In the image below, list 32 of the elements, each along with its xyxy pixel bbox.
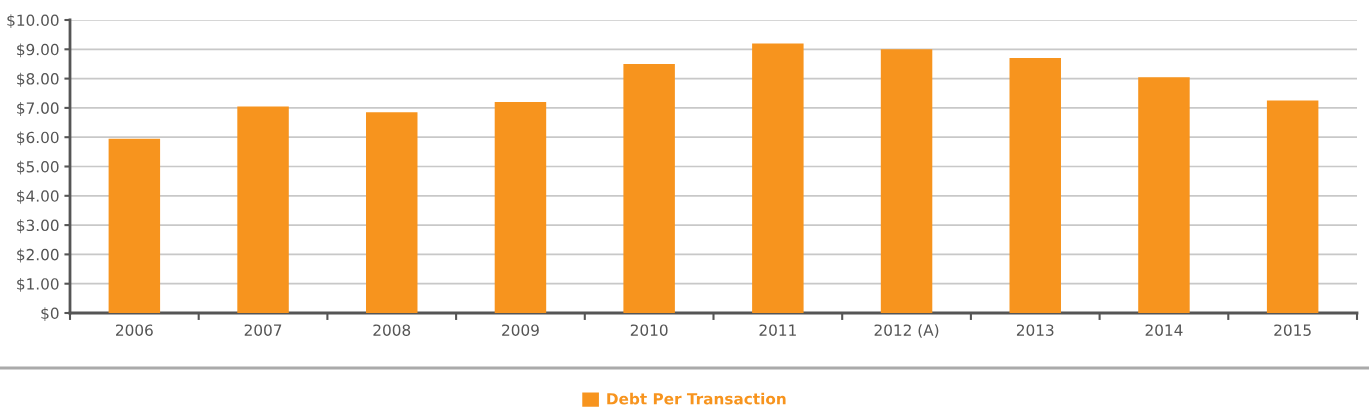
y-tick-label: $3.00 xyxy=(17,219,59,234)
y-tick-label: $4.00 xyxy=(17,190,59,204)
bar xyxy=(1138,77,1190,313)
x-tick-label: 2015 xyxy=(1274,324,1311,336)
bar xyxy=(237,106,289,313)
bar xyxy=(623,63,675,313)
y-tick-label: $7.00 xyxy=(17,102,59,116)
x-tick-label: 2010 xyxy=(630,324,668,336)
bar xyxy=(1009,58,1061,313)
x-tick-label: 2007 xyxy=(244,324,282,336)
y-tick-label: $9.00 xyxy=(17,43,59,58)
y-tick-label: $8.00 xyxy=(17,72,59,87)
y-tick-label: $2.00 xyxy=(17,248,59,263)
y-tick-label: $10.00 xyxy=(7,14,59,29)
bar xyxy=(752,43,804,313)
bar xyxy=(880,49,933,313)
bar xyxy=(494,102,547,313)
x-tick-label: 2009 xyxy=(502,324,539,336)
y-tick-label: $6.00 xyxy=(17,131,59,146)
bar xyxy=(1266,100,1319,313)
bar xyxy=(366,112,418,313)
y-tick-label: $5.00 xyxy=(17,160,59,175)
x-tick-label: 2011 xyxy=(759,324,796,336)
y-tick-label: $0 xyxy=(41,307,59,322)
legend-label: Debt Per Transaction xyxy=(607,392,786,405)
x-tick-label: 2013 xyxy=(1016,324,1054,336)
x-tick-label: 2014 xyxy=(1145,324,1183,336)
x-tick-label: 2012 (A) xyxy=(874,324,939,338)
bar xyxy=(108,138,161,313)
x-tick-label: 2008 xyxy=(373,324,411,336)
x-tick-label: 2006 xyxy=(116,324,153,336)
y-tick-label: $1.00 xyxy=(17,277,59,292)
